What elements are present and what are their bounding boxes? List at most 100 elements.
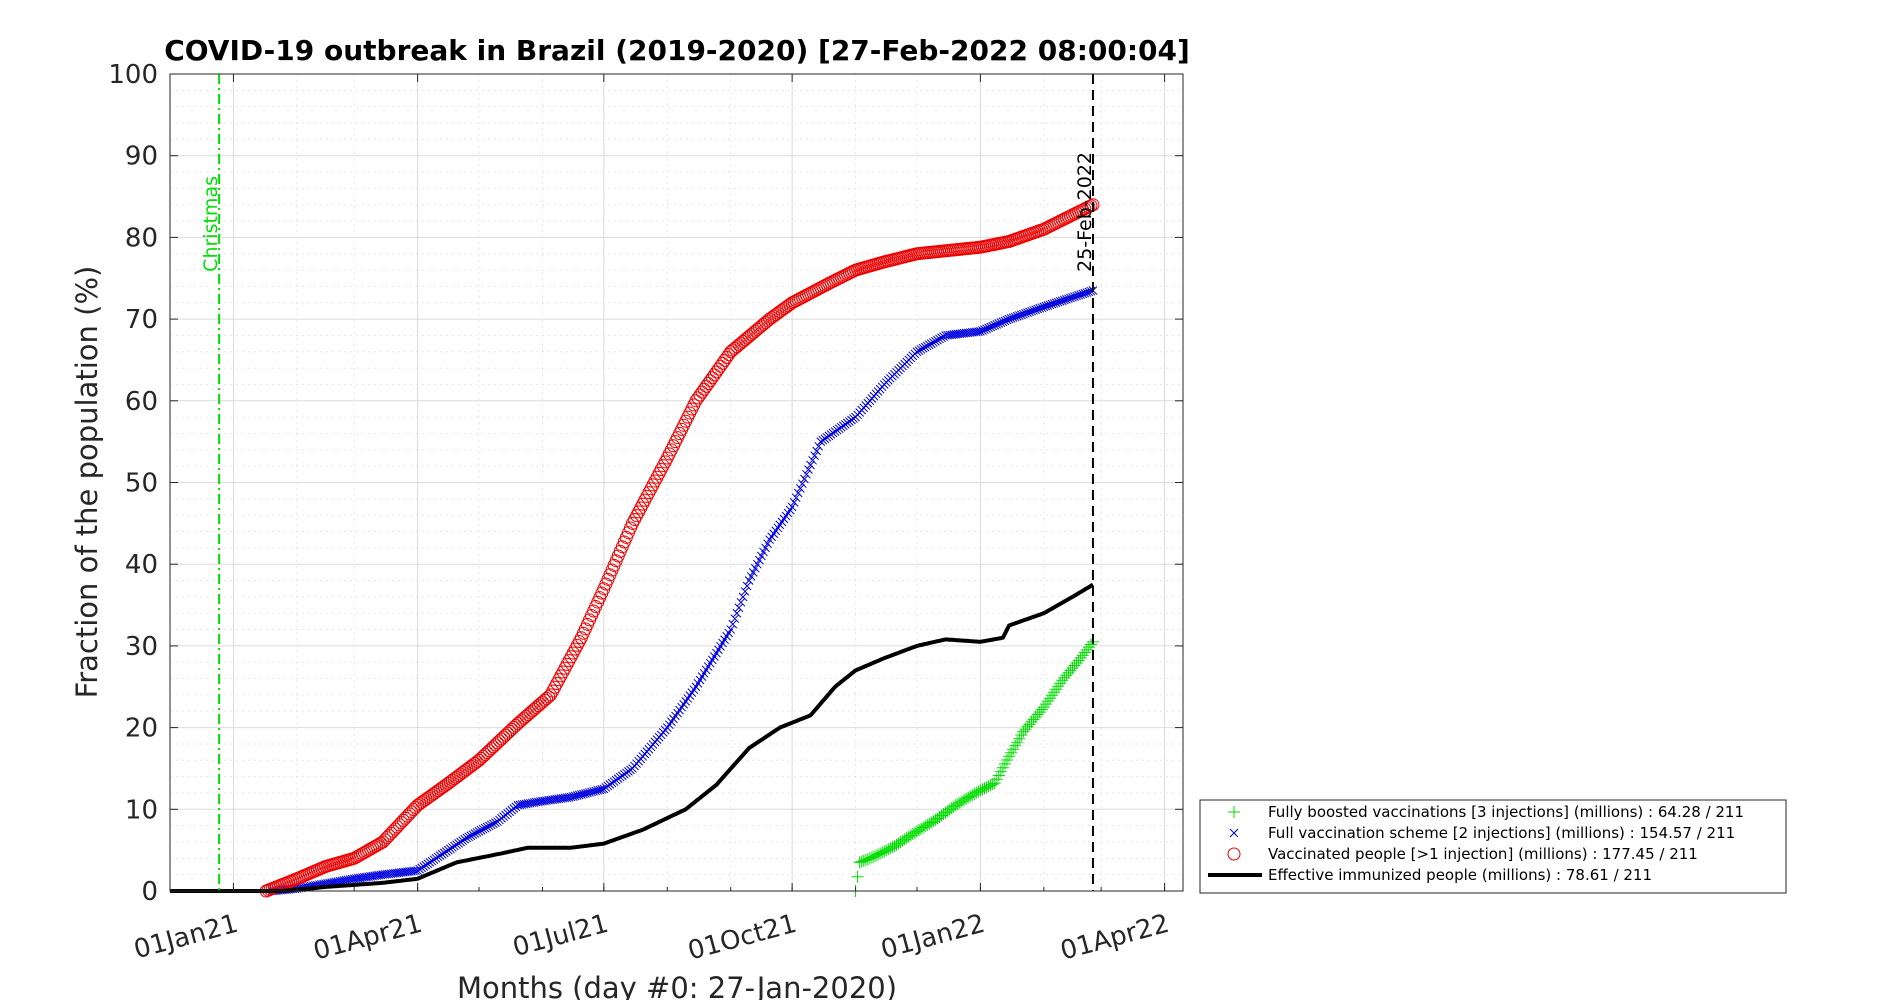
- series-point: [480, 823, 490, 833]
- series-point: [562, 654, 576, 668]
- series-point: [922, 341, 932, 351]
- series-point: [478, 824, 488, 834]
- series-point: [359, 844, 373, 858]
- series-point: [924, 340, 934, 350]
- series-point: [484, 821, 494, 831]
- series-point: [564, 650, 578, 664]
- series-point: [812, 446, 822, 456]
- series-point: [800, 474, 809, 484]
- series-point: [730, 614, 740, 624]
- series-point: [748, 568, 758, 577]
- series-point: [937, 333, 946, 343]
- legend-entry: Vaccinated people [>1 injection] (millio…: [1268, 845, 1698, 863]
- y-tick-label: 10: [125, 795, 158, 825]
- annotation-label: Christmas: [200, 176, 222, 272]
- series-point: [366, 841, 380, 855]
- series-point: [732, 608, 742, 618]
- series-point: [572, 635, 586, 649]
- series-point: [795, 483, 805, 493]
- legend-entry: Fully boosted vaccinations [3 injections…: [1268, 803, 1744, 821]
- series-point: [914, 346, 924, 355]
- series-point: [752, 559, 762, 569]
- legend: Fully boosted vaccinations [3 injections…: [1199, 799, 1787, 894]
- legend-swatch: [1228, 806, 1240, 818]
- series-point: [920, 342, 930, 352]
- y-tick-label: 80: [125, 223, 158, 253]
- series-point: [928, 338, 938, 347]
- series-point: [550, 676, 564, 690]
- series-point: [474, 827, 484, 836]
- series-point: [926, 339, 936, 348]
- series-point: [597, 785, 607, 794]
- legend-box: [1199, 799, 1787, 894]
- series-point: [349, 850, 363, 864]
- series-point: [755, 555, 764, 565]
- legend-entry: Full vaccination scheme [2 injections] (…: [1268, 824, 1735, 842]
- series-point: [783, 297, 797, 311]
- series-point: [560, 657, 574, 671]
- series-point: [740, 587, 750, 596]
- series-point: [568, 642, 582, 656]
- series-point: [544, 688, 558, 702]
- plot-area: Christmas 25-Feb-2022: [169, 73, 1184, 898]
- series-point: [806, 460, 815, 470]
- y-tick-label: 50: [125, 469, 158, 499]
- annotation-label: 25-Feb-2022: [1074, 152, 1096, 272]
- y-axis-label: Fraction of the population (%): [70, 266, 104, 699]
- series-point: [736, 597, 746, 607]
- series-point: [351, 849, 365, 863]
- series-point: [491, 818, 500, 827]
- series-point: [347, 851, 361, 865]
- series-2: [259, 198, 1100, 898]
- series-point: [462, 833, 472, 843]
- series-line: [170, 582, 1095, 893]
- major-grid: [170, 73, 1183, 892]
- series-point: [488, 819, 498, 829]
- series-point: [935, 334, 944, 344]
- series-point: [556, 665, 570, 679]
- series-point: [761, 543, 770, 553]
- series-point: [746, 572, 756, 581]
- y-tick-label: 0: [141, 877, 158, 907]
- series-point: [851, 870, 864, 883]
- y-tick-label: 30: [125, 632, 158, 662]
- series-point: [548, 680, 562, 694]
- legend-swatch: [1229, 828, 1239, 838]
- y-tick-label: 40: [125, 550, 158, 580]
- series-point: [814, 441, 824, 451]
- series-point: [808, 455, 817, 465]
- series-layer: [170, 198, 1100, 898]
- y-tick-label: 90: [125, 142, 158, 172]
- annotation-layer: Christmas 25-Feb-2022: [200, 74, 1096, 891]
- series-point: [1084, 199, 1098, 213]
- series-point: [362, 843, 376, 857]
- y-tick-label: 100: [108, 60, 158, 90]
- chart-title: COVID-19 outbreak in Brazil (2019-2020) …: [164, 34, 1190, 67]
- series-point: [750, 563, 760, 573]
- series-point: [368, 840, 382, 854]
- series-point: [357, 845, 371, 859]
- series-point: [791, 493, 801, 503]
- series-point: [570, 638, 584, 652]
- series-point: [482, 822, 492, 832]
- series-point: [787, 502, 797, 512]
- series-point: [933, 335, 942, 345]
- series-point: [763, 539, 772, 549]
- series-point: [364, 842, 378, 856]
- y-axis-ticks: 0 10 20 30 40 50 60 70 80 90 100: [108, 60, 1183, 907]
- series-point: [476, 825, 486, 835]
- series-point: [804, 465, 813, 475]
- series-point: [464, 832, 474, 842]
- series-point: [554, 669, 568, 683]
- series-point: [468, 830, 478, 839]
- series-point: [558, 661, 572, 675]
- series-point: [470, 829, 480, 838]
- series-point: [728, 619, 738, 629]
- series-point: [353, 848, 367, 862]
- series-point: [734, 603, 744, 613]
- series-point: [738, 592, 748, 602]
- y-tick-label: 20: [125, 714, 158, 744]
- legend-entry: Effective immunized people (millions) : …: [1268, 866, 1652, 884]
- series-point: [802, 469, 811, 479]
